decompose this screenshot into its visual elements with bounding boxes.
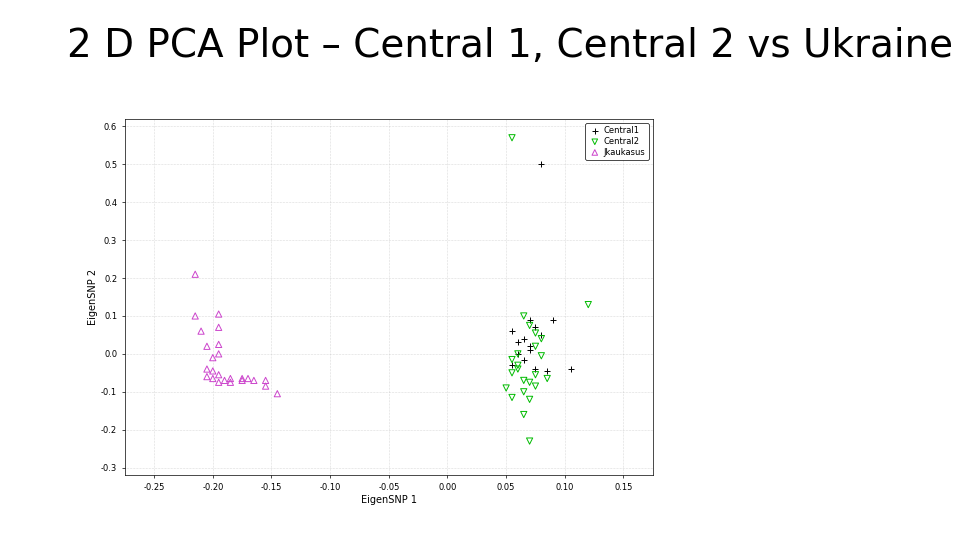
Central2: [516, 410, 532, 419]
Jkaukasus: [193, 327, 208, 335]
Jkaukasus: [217, 376, 232, 384]
Central1: [534, 160, 549, 168]
Jkaukasus: [205, 374, 221, 383]
Central2: [540, 374, 555, 383]
Central2: [510, 349, 525, 358]
Central2: [528, 329, 543, 338]
Central2: [516, 388, 532, 396]
Jkaukasus: [211, 340, 227, 349]
Central1: [528, 323, 543, 332]
Jkaukasus: [240, 374, 255, 383]
Central1: [545, 315, 561, 324]
Central1: [516, 355, 532, 364]
Central2: [528, 342, 543, 350]
Central1: [563, 364, 578, 373]
Central1: [504, 361, 519, 369]
Central1: [516, 334, 532, 343]
Jkaukasus: [205, 367, 221, 375]
Jkaukasus: [211, 349, 227, 358]
Jkaukasus: [258, 376, 274, 384]
Jkaukasus: [211, 310, 227, 319]
Central1: [534, 330, 549, 339]
Central1: [522, 346, 538, 354]
Jkaukasus: [211, 323, 227, 332]
Central2: [504, 393, 519, 402]
Jkaukasus: [211, 378, 227, 387]
Jkaukasus: [187, 312, 203, 320]
Jkaukasus: [200, 372, 215, 381]
Jkaukasus: [270, 389, 285, 398]
Jkaukasus: [223, 374, 238, 383]
Central1: [522, 315, 538, 324]
Jkaukasus: [200, 364, 215, 373]
Jkaukasus: [200, 342, 215, 350]
Central2: [516, 376, 532, 384]
Central2: [510, 361, 525, 369]
Central2: [504, 355, 519, 364]
Jkaukasus: [246, 376, 261, 384]
Central2: [516, 312, 532, 320]
Central2: [522, 437, 538, 445]
Central2: [522, 395, 538, 404]
Y-axis label: EigenSNP 2: EigenSNP 2: [88, 269, 98, 325]
Central1: [510, 338, 525, 347]
Jkaukasus: [234, 376, 250, 384]
Central2: [581, 300, 596, 309]
Text: 2 D PCA Plot – Central 1, Central 2 vs Ukraine: 2 D PCA Plot – Central 1, Central 2 vs U…: [67, 27, 953, 65]
Central1: [504, 327, 519, 335]
Jkaukasus: [223, 378, 238, 387]
Central1: [528, 364, 543, 373]
Jkaukasus: [187, 270, 203, 279]
Central2: [534, 352, 549, 360]
Jkaukasus: [205, 353, 221, 362]
Jkaukasus: [234, 374, 250, 383]
Central2: [528, 382, 543, 390]
Central1: [540, 367, 555, 375]
Central2: [534, 334, 549, 343]
Central1: [510, 349, 525, 358]
Central2: [522, 321, 538, 330]
Central2: [504, 133, 519, 142]
Central2: [498, 384, 514, 393]
Central2: [522, 378, 538, 387]
Central2: [504, 368, 519, 377]
Jkaukasus: [211, 370, 227, 379]
Central2: [510, 364, 525, 373]
Central1: [522, 342, 538, 350]
Legend: Central1, Central2, Jkaukasus: Central1, Central2, Jkaukasus: [586, 123, 649, 160]
Jkaukasus: [258, 382, 274, 390]
Central2: [528, 370, 543, 379]
X-axis label: EigenSNP 1: EigenSNP 1: [361, 495, 417, 504]
